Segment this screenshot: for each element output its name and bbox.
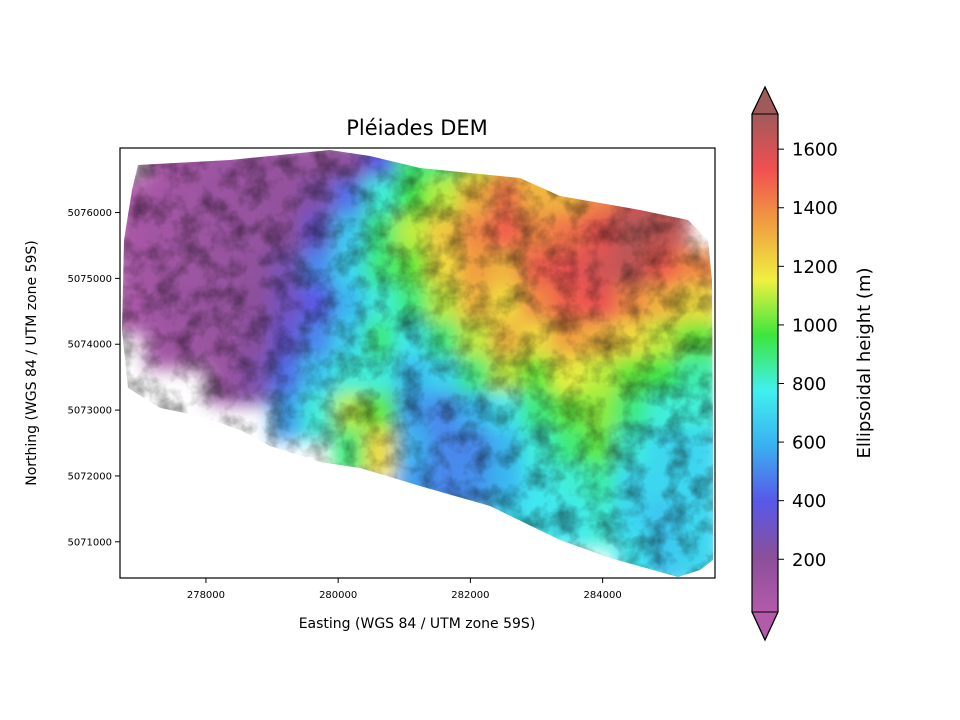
chart-title: Pléiades DEM <box>346 116 488 140</box>
colorbar-tick-label: 1200 <box>792 257 838 278</box>
colorbar-tick-label: 200 <box>792 550 826 571</box>
x-axis-label: Easting (WGS 84 / UTM zone 59S) <box>299 616 536 632</box>
dem-cell <box>552 150 596 190</box>
hillshade-texture <box>122 150 713 577</box>
x-tick-label: 280000 <box>319 590 357 601</box>
x-tick-label: 282000 <box>451 590 489 601</box>
dem-cell <box>615 150 659 190</box>
y-tick-label: 5074000 <box>67 340 112 351</box>
y-tick-label: 5075000 <box>67 274 112 285</box>
x-tick-label: 278000 <box>187 590 225 601</box>
colorbar-tick-label: 600 <box>792 433 826 454</box>
colorbar-tick-label: 400 <box>792 491 826 512</box>
colorbar-tick-label: 1400 <box>792 198 838 219</box>
dem-cell <box>646 150 690 190</box>
plot-area: 278000 280000 282000 284000 507100050720005… <box>67 147 716 601</box>
x-tick-label: 284000 <box>584 590 622 601</box>
y-tick-label: 5071000 <box>67 537 112 548</box>
y-tick-label: 5073000 <box>67 406 112 417</box>
colorbar-extend-min <box>751 611 779 642</box>
y-tick-label: 5076000 <box>67 208 112 219</box>
colorbar-outline <box>751 85 779 642</box>
y-tick-label: 5072000 <box>67 471 112 482</box>
colorbar-extend-max <box>751 85 779 115</box>
colorbar-tick-label: 1600 <box>792 140 838 161</box>
colorbar-label: Ellipsoidal height (m) <box>854 267 875 458</box>
colorbar-tick-label: 1000 <box>792 315 838 336</box>
colorbar-tick-label: 800 <box>792 374 826 395</box>
dem-raster <box>122 150 713 577</box>
colorbar-gradient <box>752 114 778 612</box>
dem-cell <box>583 150 627 190</box>
plot-frame <box>119 147 716 579</box>
x-axis: 278000 280000 282000 284000 <box>187 578 622 601</box>
y-axis-label: Northing (WGS 84 / UTM zone 59S) <box>24 240 40 486</box>
y-axis: 5071000 5072000 5073000 5074000 5075000 50760… <box>67 208 120 548</box>
colorbar: 200 400 600 800 1000 1200 1400 1600 <box>751 85 838 642</box>
